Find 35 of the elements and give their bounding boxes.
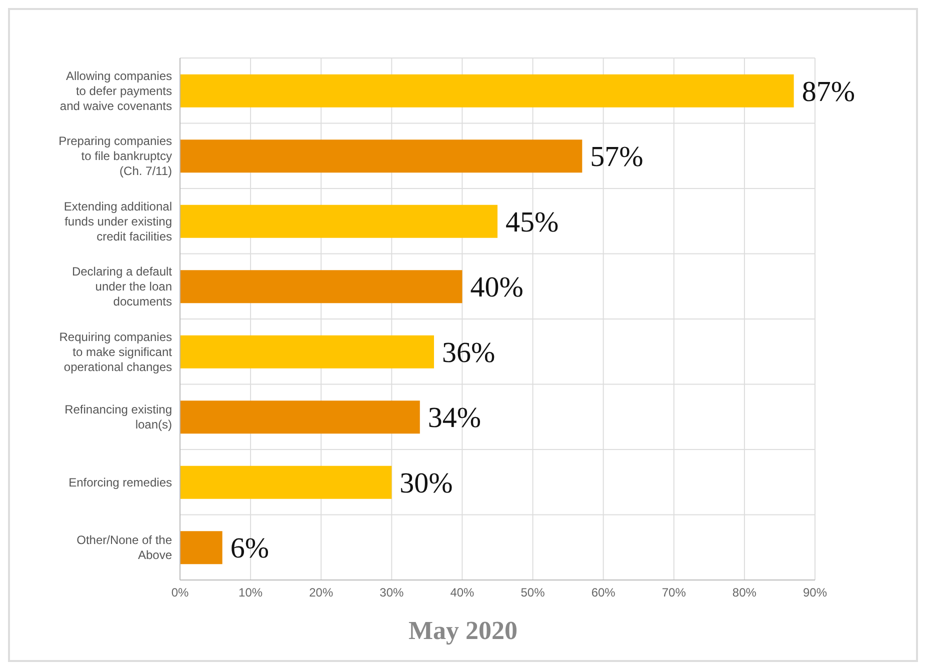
bar: [180, 204, 498, 238]
y-tick-label: Enforcing remedies: [68, 475, 172, 490]
data-label: 34%: [428, 402, 482, 434]
data-label: 6%: [230, 532, 270, 565]
x-tick-label: 70%: [662, 586, 686, 600]
data-label: 57%: [590, 141, 644, 174]
x-tick-label: 60%: [591, 586, 616, 600]
bar: [180, 466, 392, 499]
x-tick-label: 0%: [171, 586, 189, 600]
data-label: 30%: [400, 467, 453, 500]
x-tick-label: 20%: [309, 586, 334, 600]
y-tick-label: Refinancing existing loan(s): [64, 402, 172, 432]
y-tick-label: Requiring companies to make significant operational changes: [59, 330, 173, 374]
x-tick-label: 80%: [732, 586, 757, 600]
y-tick-label: Other/None of the Above: [76, 533, 172, 562]
y-tick-label: Declaring a default under the loan documents: [72, 264, 173, 309]
x-tick-label: 30%: [380, 586, 404, 600]
data-label: 40%: [470, 272, 524, 304]
y-tick-label: Allowing companies to defer payments and waive covenants: [60, 68, 172, 113]
bar: [180, 531, 222, 564]
bar: [180, 270, 462, 304]
bar: [180, 74, 794, 108]
data-label: 45%: [506, 206, 559, 238]
bar: [180, 400, 420, 434]
x-tick-label: 90%: [802, 586, 828, 600]
data-label: 87%: [802, 76, 856, 108]
y-tick-label: Preparing companies to file bankruptcy (Ch. 7/11): [58, 134, 172, 178]
y-tick-label: Extending additional funds under existing credit facilities: [64, 199, 172, 244]
data-label: 36%: [442, 336, 496, 369]
x-tick-label: 40%: [450, 586, 475, 600]
text: May 2020: [407, 615, 519, 647]
bar: [180, 335, 434, 368]
bar: [180, 140, 582, 173]
x-tick-label: 10%: [238, 586, 263, 600]
x-tick-label: 50%: [520, 586, 546, 600]
